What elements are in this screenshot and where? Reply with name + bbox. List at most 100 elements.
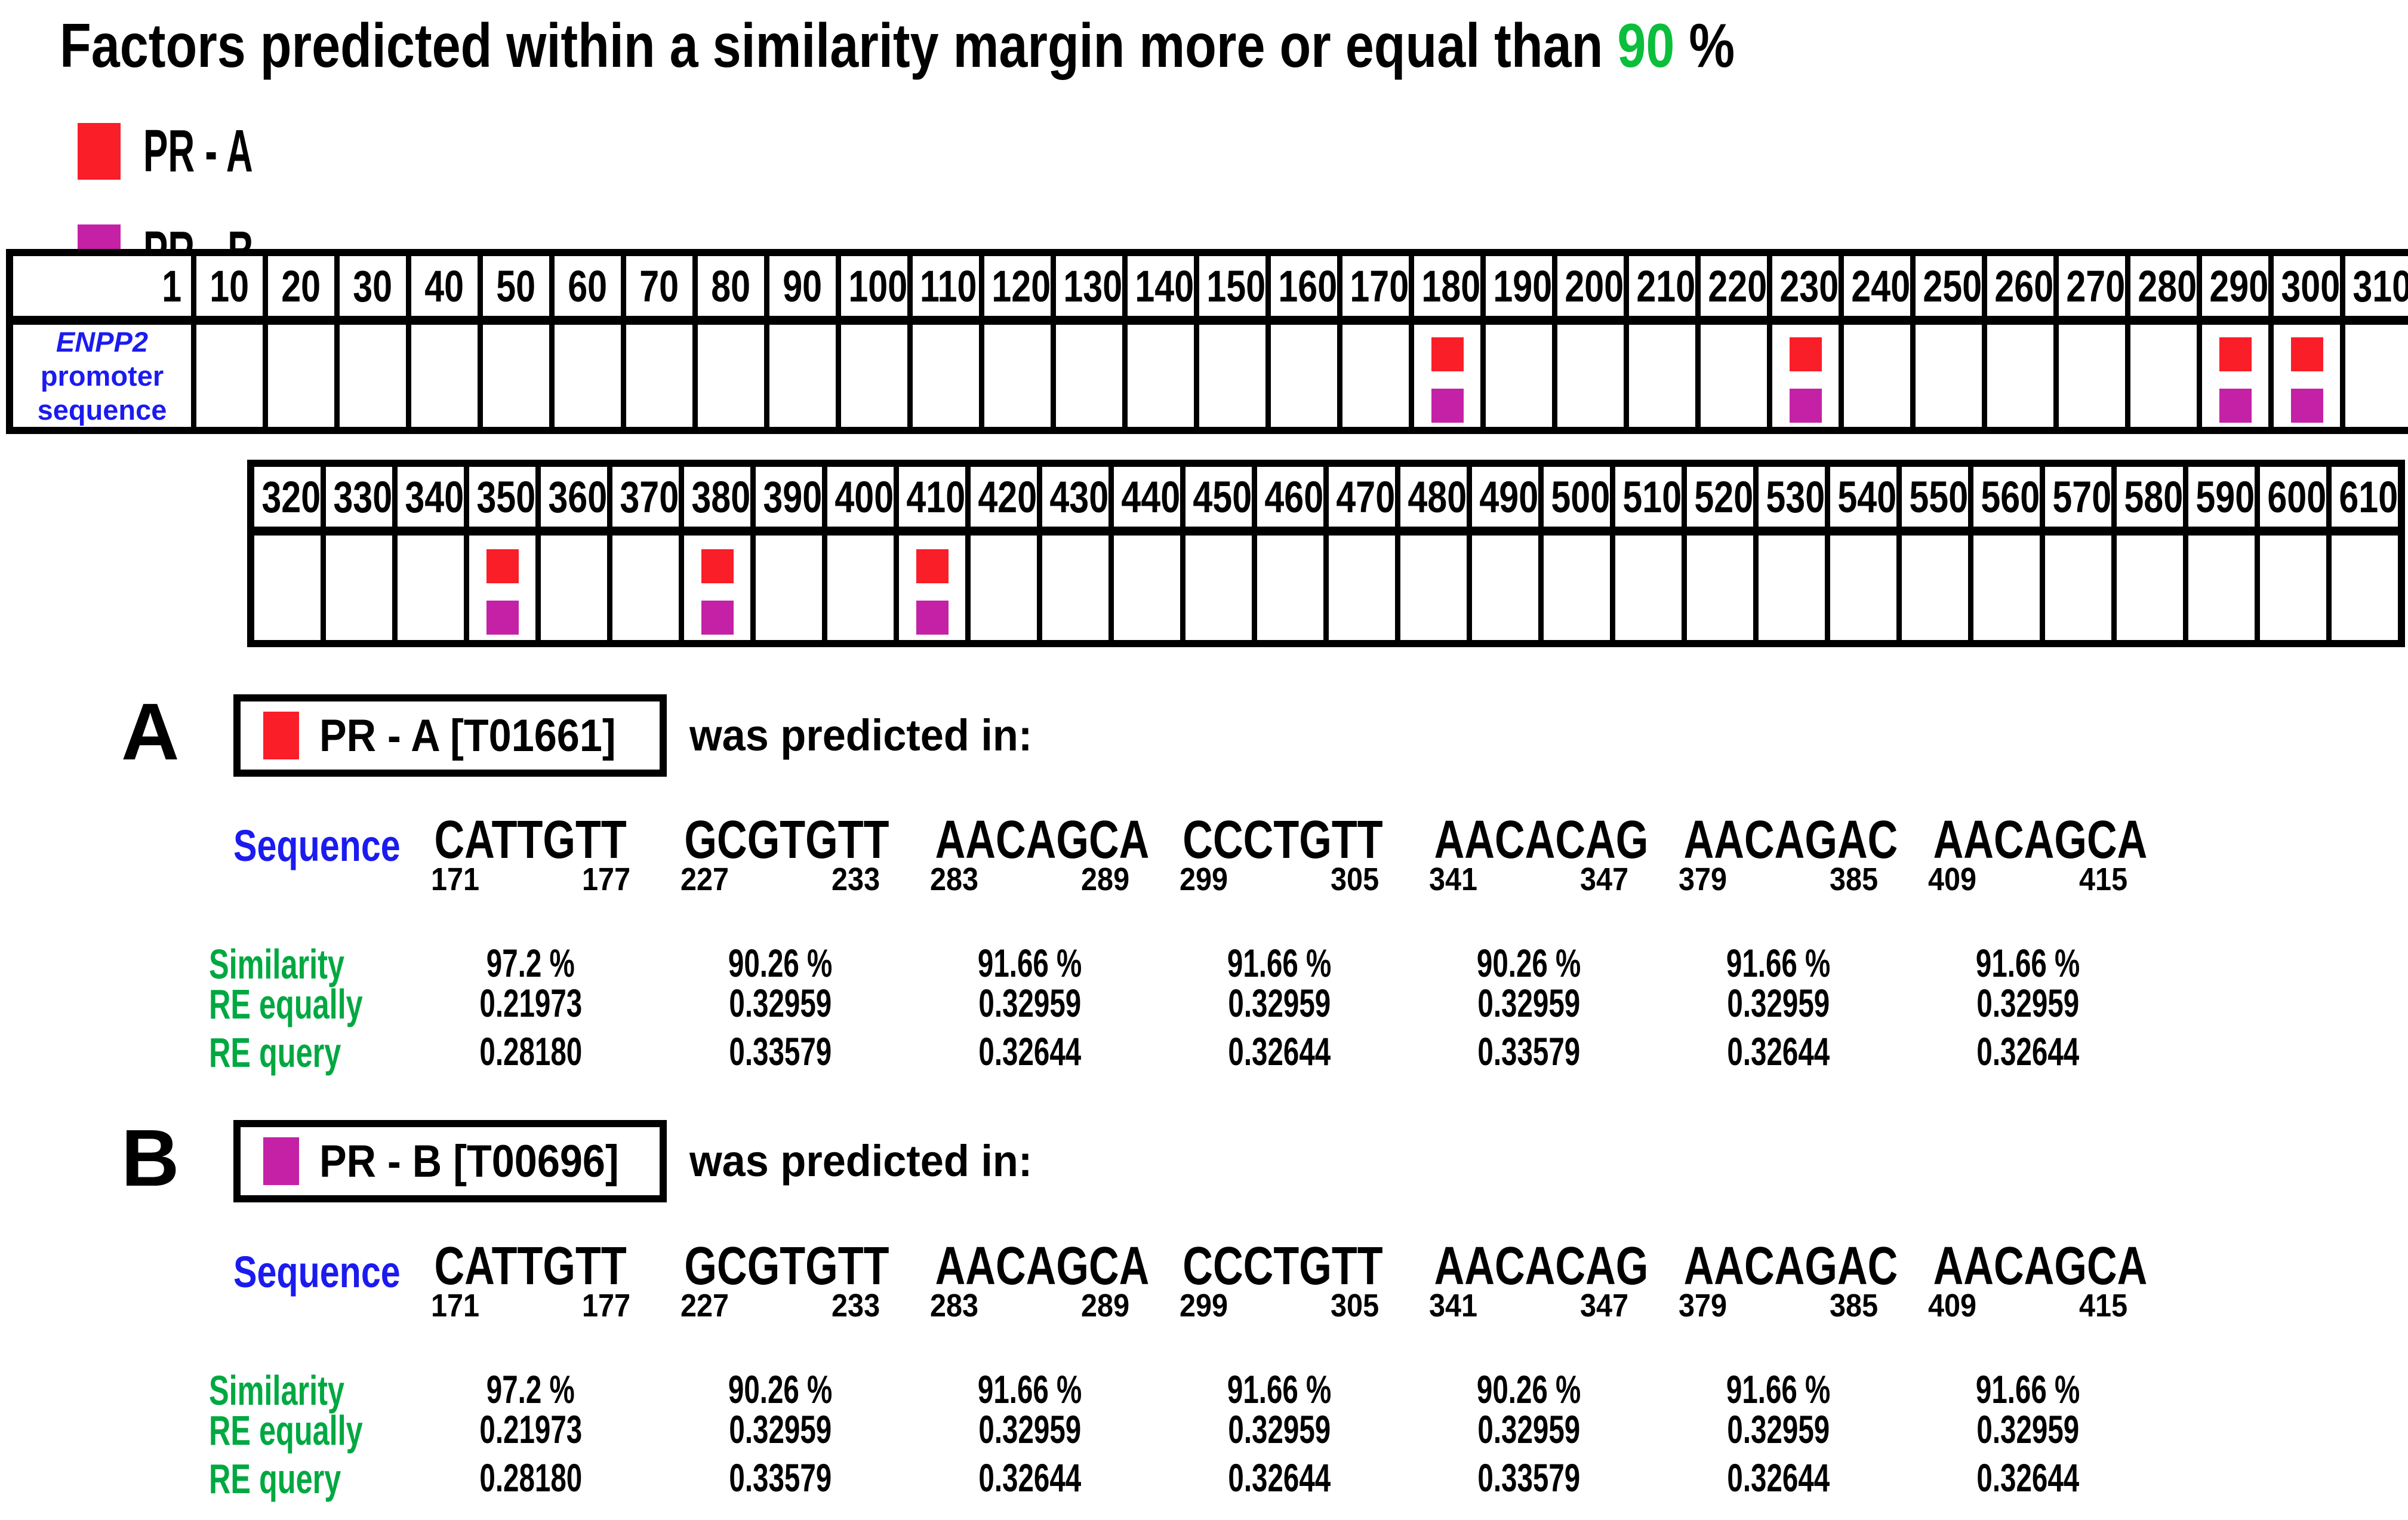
hit-sequence: AACACAG	[1404, 813, 1653, 867]
hit-start: 379	[1679, 863, 1727, 896]
hit-end: 177	[582, 1290, 630, 1322]
map-cell-70	[624, 321, 695, 431]
map-cell-200	[1555, 321, 1627, 431]
position-header-210: 210	[1627, 253, 1698, 321]
hit-similarity: 90.26 %	[655, 943, 905, 983]
hit-sequence: CATTGTT	[406, 813, 655, 867]
position-header-370: 370	[610, 463, 682, 531]
hit-similarity: 91.66 %	[1154, 1370, 1404, 1409]
hit-re-equally: 0.32959	[1404, 983, 1653, 1023]
position-header-460: 460	[1255, 463, 1326, 531]
section-b-similarity-label: Similarity	[209, 1370, 397, 1411]
hit-start: 283	[930, 863, 978, 896]
pr-b-marker	[2291, 389, 2323, 423]
map-cell-410	[897, 531, 968, 644]
pr-a-marker	[1431, 337, 1464, 371]
hit-re-equally: 0.32959	[905, 983, 1154, 1023]
hit-start: 299	[1180, 1290, 1228, 1322]
hit-re-equally: 0.32959	[1653, 983, 1903, 1023]
hit-re-query: 0.32644	[1903, 1032, 2153, 1071]
map-cell-550	[1899, 531, 1971, 644]
position-header-280: 280	[2128, 253, 2200, 321]
position-header-250: 250	[1913, 253, 1985, 321]
section-b-re-equally-label: RE equally	[209, 1410, 423, 1451]
map-cell-340	[395, 531, 467, 644]
position-header-110: 110	[910, 253, 982, 321]
hit-positions: 171 177	[431, 1290, 630, 1322]
position-header-310: 310	[2343, 253, 2408, 321]
hit-end: 233	[832, 1290, 880, 1322]
map-cell-520	[1685, 531, 1756, 644]
hit-sequence: GCGTGTT	[655, 813, 905, 867]
position-header-30: 30	[337, 253, 409, 321]
hit-start: 379	[1679, 1290, 1727, 1322]
marker-stack-230	[1772, 330, 1839, 423]
hit-similarity: 91.66 %	[1653, 1370, 1903, 1409]
hit-sequence: CATTGTT	[406, 1239, 655, 1293]
map-cell-30	[337, 321, 409, 431]
map-cell-290	[2200, 321, 2271, 431]
hit-start: 341	[1429, 1290, 1477, 1322]
hit-similarity: 97.2 %	[406, 1370, 655, 1409]
hit-sequence: AACAGCA	[1903, 1239, 2153, 1293]
hit-start: 171	[431, 1290, 479, 1322]
position-header-40: 40	[409, 253, 481, 321]
map-cell-280	[2128, 321, 2200, 431]
map-cell-130	[1054, 321, 1125, 431]
hit-re-equally: 0.32959	[1903, 983, 2153, 1023]
map-cell-90	[767, 321, 839, 431]
pr-b-marker	[916, 601, 949, 635]
marker-stack-410	[899, 541, 965, 635]
map-cell-120	[982, 321, 1054, 431]
hit-re-query: 0.32644	[1653, 1032, 1903, 1071]
title-prefix: Factors predicted within a similarity ma…	[60, 11, 1617, 81]
map-cell-190	[1483, 321, 1555, 431]
hit-re-query: 0.32644	[1653, 1458, 1903, 1497]
hit-end: 347	[1580, 1290, 1628, 1322]
map-cell-330	[324, 531, 395, 644]
position-header-140: 140	[1125, 253, 1197, 321]
section-a-similarity-label: Similarity	[209, 943, 397, 985]
position-header-180: 180	[1412, 253, 1483, 321]
position-header-130: 130	[1054, 253, 1125, 321]
map-cell-300	[2271, 321, 2343, 431]
pr-a-legend-swatch	[78, 123, 121, 180]
hit-similarity: 90.26 %	[1404, 1370, 1653, 1409]
section-a-factor-box: PR - A [T01661]	[233, 694, 667, 777]
map-cell-250	[1913, 321, 1985, 431]
map-cell-440	[1111, 531, 1183, 644]
position-header-70: 70	[624, 253, 695, 321]
hit-re-query: 0.32644	[905, 1458, 1154, 1497]
hit-similarity: 91.66 %	[1903, 943, 2153, 983]
map-cell-500	[1541, 531, 1613, 644]
hit-start: 227	[680, 1290, 729, 1322]
map-cell-370	[610, 531, 682, 644]
hit-positions: 341 347	[1429, 1290, 1628, 1322]
hit-re-query: 0.33579	[655, 1458, 905, 1497]
hit-re-query: 0.33579	[1404, 1458, 1653, 1497]
hit-sequence: GCGTGTT	[655, 1239, 905, 1293]
position-header-600: 600	[2258, 463, 2329, 531]
map-cell-400	[825, 531, 897, 644]
section-b-factor-label: PR - B [T00696]	[319, 1136, 652, 1187]
hit-re-equally: 0.32959	[1154, 983, 1404, 1023]
position-header-590: 590	[2186, 463, 2258, 531]
position-header-300: 300	[2271, 253, 2343, 321]
hit-re-equally: 0.32959	[905, 1410, 1154, 1449]
map-cell-310	[2343, 321, 2408, 431]
hit-start: 283	[930, 1290, 978, 1322]
hit-end: 415	[2079, 863, 2127, 896]
section-a-factor-label: PR - A [T01661]	[319, 710, 649, 762]
hit-re-equally: 0.32959	[655, 1410, 905, 1449]
position-header-160: 160	[1268, 253, 1340, 321]
position-header-170: 170	[1340, 253, 1412, 321]
section-a-letter: A	[121, 691, 180, 772]
position-header-10: 10	[194, 253, 266, 321]
